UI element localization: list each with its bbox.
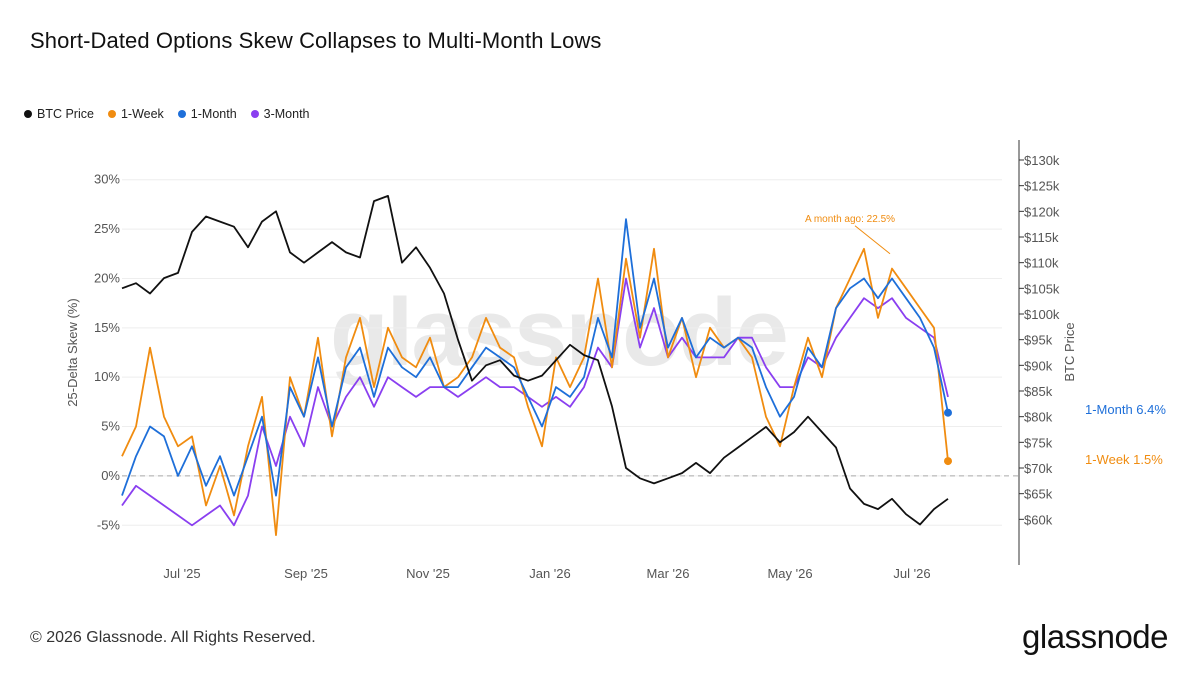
series-lines bbox=[121, 194, 949, 536]
chart-annotations: 1-Month 6.4% 1-Week 1.5% A month ago: 22.5… bbox=[805, 214, 1166, 467]
y-left-tick-label: 20% bbox=[94, 270, 120, 285]
legend: BTC Price 1-Week 1-Month 3-Month bbox=[24, 107, 310, 121]
legend-label: 1-Month bbox=[190, 107, 237, 121]
y-right-tick-label: $70k bbox=[1024, 461, 1053, 476]
y-left-axis-title: 25-Delta Skew (%) bbox=[65, 298, 80, 406]
series-line-btc-price bbox=[121, 194, 949, 526]
x-tick-label: Mar '26 bbox=[647, 566, 690, 581]
end-marker bbox=[944, 408, 952, 417]
y-right-tick-label: $95k bbox=[1024, 333, 1053, 348]
legend-item-1-month[interactable]: 1-Month bbox=[177, 107, 237, 121]
y-left-tick-label: 5% bbox=[101, 419, 120, 434]
y-right-tick-label: $65k bbox=[1024, 487, 1053, 502]
y-right-tick-label: $105k bbox=[1024, 281, 1060, 296]
y-right-tick-label: $130k bbox=[1024, 153, 1060, 168]
annotation-leader bbox=[854, 225, 891, 255]
y-left-tick-label: 30% bbox=[94, 172, 120, 187]
y-right-tick-label: $75k bbox=[1024, 435, 1053, 450]
x-tick-label: May '26 bbox=[767, 566, 812, 581]
legend-item-btc-price[interactable]: BTC Price bbox=[24, 107, 94, 121]
legend-marker-btc-price bbox=[24, 110, 32, 118]
x-tick-label: Jul '25 bbox=[163, 566, 200, 581]
y-left-tick-label: -5% bbox=[97, 517, 121, 532]
x-tick-label: Nov '25 bbox=[406, 566, 450, 581]
legend-label: 3-Month bbox=[263, 107, 310, 121]
y-right-tick-label: $90k bbox=[1024, 358, 1053, 373]
legend-item-3-month[interactable]: 3-Month bbox=[250, 107, 310, 121]
glassnode-logo: glassnode bbox=[1022, 618, 1168, 655]
end-marker bbox=[944, 457, 952, 466]
end-label: 1-Month 6.4% bbox=[1085, 402, 1166, 417]
y-right-tick-label: $85k bbox=[1024, 384, 1053, 399]
copyright-footer: © 2026 Glassnode. All Rights Reserved. bbox=[30, 629, 316, 646]
y-right-axis-title: BTC Price bbox=[1062, 322, 1077, 381]
gridlines bbox=[122, 179, 1019, 526]
y-right-tick-label: $80k bbox=[1024, 410, 1053, 425]
x-tick-label: Jul '26 bbox=[893, 566, 930, 581]
y-right-tick-label: $125k bbox=[1024, 179, 1060, 194]
legend-marker-3-month bbox=[250, 110, 259, 118]
axis-ticks: 30% 25% 20% 15% 10% 5% 0% -5% Jul '25 Sep '25 Nov … bbox=[65, 140, 1077, 581]
y-right-tick-label: $110k bbox=[1024, 256, 1059, 271]
series-line-3-month bbox=[121, 277, 949, 527]
chart-title: Short-Dated Options Skew Collapses to Mu… bbox=[30, 28, 602, 53]
legend-marker-1-month bbox=[177, 110, 186, 118]
series-line-1-week bbox=[121, 247, 949, 536]
y-left-tick-label: 0% bbox=[101, 468, 120, 483]
y-right-tick-label: $60k bbox=[1024, 512, 1053, 527]
x-tick-label: Jan '26 bbox=[529, 566, 571, 581]
y-right-tick-label: $115k bbox=[1024, 230, 1059, 245]
legend-label: BTC Price bbox=[37, 107, 94, 121]
y-right-tick-label: $100k bbox=[1024, 307, 1060, 322]
series-line-1-month bbox=[121, 218, 949, 497]
legend-marker-1-week bbox=[107, 110, 116, 118]
y-left-tick-label: 25% bbox=[94, 221, 120, 236]
legend-item-1-week[interactable]: 1-Week bbox=[107, 107, 164, 121]
annotation-text: A month ago: 22.5% bbox=[805, 214, 895, 225]
end-label: 1-Week 1.5% bbox=[1085, 452, 1163, 467]
y-left-tick-label: 15% bbox=[94, 320, 120, 335]
y-right-tick-label: $120k bbox=[1024, 204, 1060, 219]
watermark: glassnode bbox=[330, 279, 787, 386]
x-tick-label: Sep '25 bbox=[284, 566, 328, 581]
y-left-tick-label: 10% bbox=[94, 369, 120, 384]
legend-label: 1-Week bbox=[120, 107, 164, 121]
